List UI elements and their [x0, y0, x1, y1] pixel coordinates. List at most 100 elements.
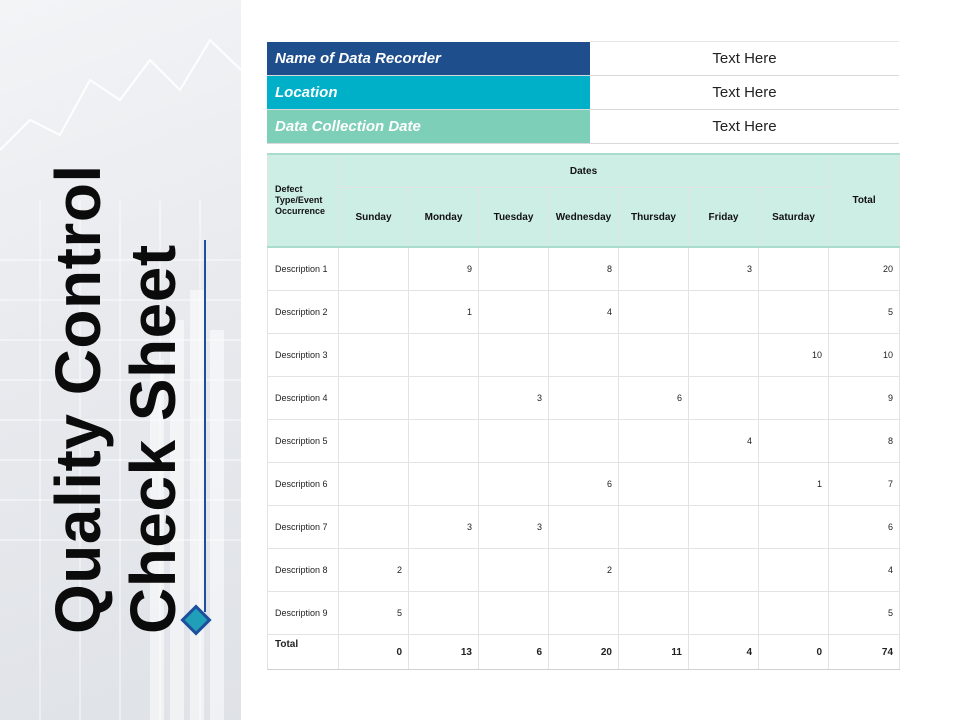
- table-cell[interactable]: [757, 591, 830, 635]
- table-cell[interactable]: [618, 246, 689, 291]
- row-total-cell: 4: [828, 548, 901, 592]
- row-label: Description 6: [267, 462, 339, 506]
- table-cell[interactable]: 6: [478, 634, 549, 670]
- table-cell[interactable]: [757, 505, 830, 549]
- table-cell[interactable]: 2: [338, 548, 409, 592]
- table-cell[interactable]: [757, 246, 830, 291]
- table-cell[interactable]: [408, 462, 479, 506]
- table-cell[interactable]: [757, 548, 830, 592]
- info-value[interactable]: Text Here: [590, 41, 899, 76]
- table-cell[interactable]: [757, 419, 830, 463]
- accent-line: [204, 240, 206, 612]
- table-cell[interactable]: [408, 591, 479, 635]
- table-cell[interactable]: [408, 376, 479, 420]
- table-cell[interactable]: [548, 333, 619, 377]
- table-cell[interactable]: 0: [757, 634, 830, 670]
- table-cell[interactable]: [618, 548, 689, 592]
- day-header: Sunday: [338, 187, 409, 248]
- row-label: Description 4: [267, 376, 339, 420]
- row-label: Description 7: [267, 505, 339, 549]
- row-total-cell: 5: [828, 290, 901, 334]
- table-cell[interactable]: [338, 246, 409, 291]
- table-cell[interactable]: 20: [548, 634, 619, 670]
- table-cell[interactable]: [688, 462, 759, 506]
- table-cell[interactable]: 5: [338, 591, 409, 635]
- row-label: Description 1: [267, 246, 339, 291]
- table-cell[interactable]: [548, 376, 619, 420]
- row-label: Description 8: [267, 548, 339, 592]
- left-panel: Quality Control Check Sheet: [0, 0, 241, 720]
- table-cell[interactable]: 1: [757, 462, 830, 506]
- table-cell[interactable]: [688, 290, 759, 334]
- day-header: Thursday: [618, 187, 689, 248]
- table-cell[interactable]: 4: [688, 419, 759, 463]
- table-cell[interactable]: 6: [548, 462, 619, 506]
- table-cell[interactable]: [338, 290, 409, 334]
- table-cell[interactable]: 6: [618, 376, 689, 420]
- table-cell[interactable]: [408, 419, 479, 463]
- table-cell[interactable]: [688, 505, 759, 549]
- table-cell[interactable]: 0: [338, 634, 409, 670]
- table-cell[interactable]: [478, 462, 549, 506]
- table-cell[interactable]: 13: [408, 634, 479, 670]
- table-cell[interactable]: 3: [408, 505, 479, 549]
- table-row: Description 5 4 8: [267, 419, 901, 463]
- info-value[interactable]: Text Here: [590, 75, 899, 110]
- table-cell[interactable]: 2: [548, 548, 619, 592]
- table-body: Description 1 9 8 3 20 Description 2 1 4 5 Descri…: [267, 246, 901, 670]
- table-cell[interactable]: [688, 548, 759, 592]
- table-cell[interactable]: 4: [688, 634, 759, 670]
- info-row-recorder: Name of Data Recorder Text Here: [267, 41, 899, 76]
- table-cell[interactable]: 9: [408, 246, 479, 291]
- table-cell[interactable]: [338, 333, 409, 377]
- info-table: Name of Data Recorder Text Here Location…: [267, 41, 899, 144]
- table-cell[interactable]: [408, 548, 479, 592]
- table-cell[interactable]: [338, 419, 409, 463]
- table-cell[interactable]: 10: [757, 333, 830, 377]
- table-cell[interactable]: [478, 333, 549, 377]
- table-cell[interactable]: [618, 333, 689, 377]
- table-row: Description 2 1 4 5: [267, 290, 901, 334]
- table-cell[interactable]: 4: [548, 290, 619, 334]
- table-cell[interactable]: [618, 290, 689, 334]
- days-header-row: Sunday Monday Tuesday Wednesday Thursday Frid…: [267, 187, 900, 248]
- table-cell[interactable]: [618, 591, 689, 635]
- table-cell[interactable]: 3: [688, 246, 759, 291]
- row-label: Description 3: [267, 333, 339, 377]
- table-cell[interactable]: [618, 419, 689, 463]
- table-cell[interactable]: 8: [548, 246, 619, 291]
- table-cell[interactable]: [548, 505, 619, 549]
- table-cell[interactable]: [338, 505, 409, 549]
- table-cell[interactable]: [757, 376, 830, 420]
- table-cell[interactable]: [408, 333, 479, 377]
- row-total-cell: 8: [828, 419, 901, 463]
- table-cell[interactable]: [478, 419, 549, 463]
- table-cell[interactable]: [688, 333, 759, 377]
- row-total-cell: 5: [828, 591, 901, 635]
- table-cell[interactable]: [478, 591, 549, 635]
- row-total-cell: 10: [828, 333, 901, 377]
- table-row: Description 1 9 8 3 20: [267, 246, 901, 291]
- table-cell[interactable]: [478, 290, 549, 334]
- table-cell[interactable]: [548, 419, 619, 463]
- table-cell[interactable]: [478, 548, 549, 592]
- table-cell[interactable]: [338, 462, 409, 506]
- table-cell[interactable]: 3: [478, 376, 549, 420]
- table-cell[interactable]: [688, 591, 759, 635]
- info-row-date: Data Collection Date Text Here: [267, 109, 899, 144]
- table-cell[interactable]: 1: [408, 290, 479, 334]
- table-cell[interactable]: [548, 591, 619, 635]
- table-cell[interactable]: 11: [618, 634, 689, 670]
- row-total-cell: 7: [828, 462, 901, 506]
- table-cell[interactable]: [338, 376, 409, 420]
- table-cell[interactable]: [618, 462, 689, 506]
- table-cell[interactable]: [757, 290, 830, 334]
- table-cell[interactable]: [688, 376, 759, 420]
- table-cell[interactable]: [478, 246, 549, 291]
- table-cell[interactable]: 3: [478, 505, 549, 549]
- info-value[interactable]: Text Here: [590, 109, 899, 144]
- table-cell[interactable]: [618, 505, 689, 549]
